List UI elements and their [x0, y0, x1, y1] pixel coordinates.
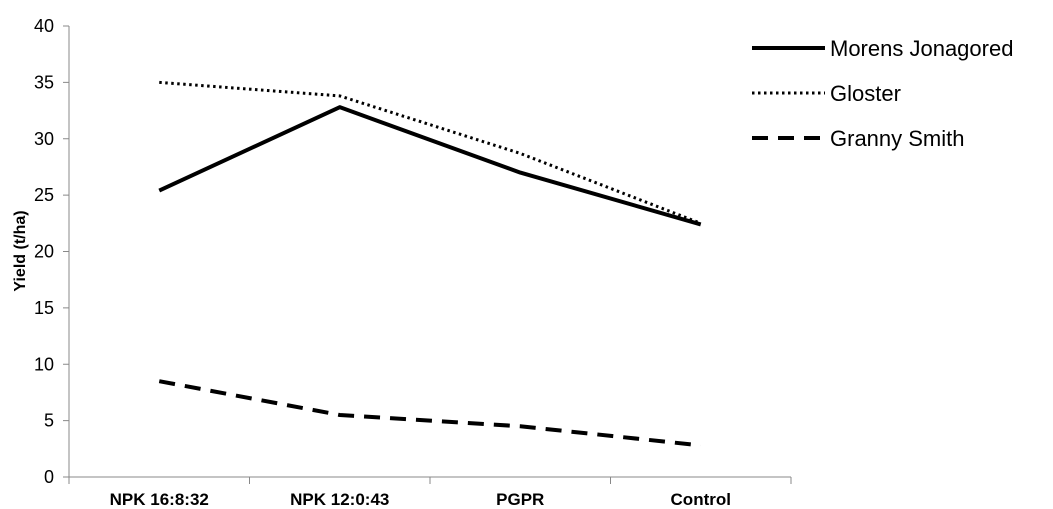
y-tick-label: 40 [34, 16, 54, 36]
series-line-gloster [159, 80, 702, 225]
legend-label: Granny Smith [830, 126, 965, 151]
x-axis: NPK 16:8:32 NPK 12:0:43 PGPR Control [68, 476, 792, 509]
y-tick-label: 15 [34, 298, 54, 318]
y-tick-label: 25 [34, 185, 54, 205]
legend-label: Gloster [830, 81, 901, 106]
x-tick-label: NPK 16:8:32 [110, 490, 209, 509]
y-tick-label: 35 [34, 72, 54, 92]
x-tick-label: NPK 12:0:43 [290, 490, 389, 509]
y-tick-label: 5 [44, 411, 54, 431]
y-tick-label: 10 [34, 354, 54, 374]
y-axis-title: Yield (t/ha) [12, 210, 29, 291]
x-tick-label: PGPR [496, 490, 544, 509]
y-axis: 0 5 10 15 20 25 30 35 40 [34, 16, 70, 487]
y-tick-label: 0 [44, 467, 54, 487]
x-tick-label: Control [671, 490, 731, 509]
y-tick-label: 30 [34, 129, 54, 149]
legend: Morens Jonagored Gloster Granny Smith [752, 36, 1013, 151]
series-lines [158, 80, 702, 448]
series-line-granny-smith [158, 379, 701, 448]
series-line-morens-jonagored [158, 105, 702, 227]
y-tick-label: 20 [34, 242, 54, 262]
legend-label: Morens Jonagored [830, 36, 1013, 61]
